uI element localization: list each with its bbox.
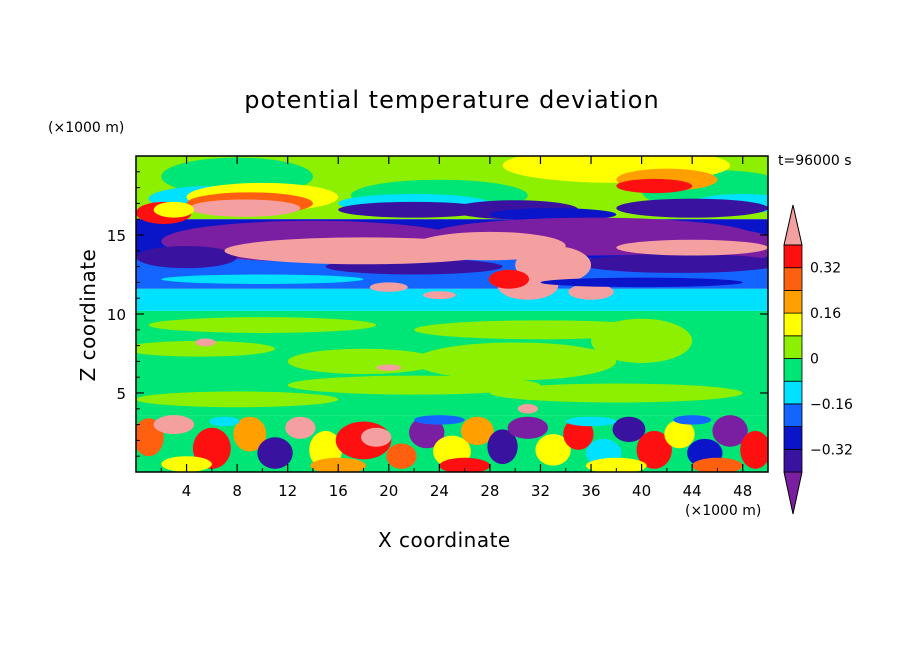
field-blob: [616, 198, 768, 218]
boundary-eddy: [565, 416, 617, 427]
field-blob: [287, 348, 440, 375]
boundary-eddy: [585, 457, 647, 472]
boundary-eddy: [257, 437, 293, 469]
field-blob: [136, 246, 238, 269]
colorbar-min-extension: [783, 471, 803, 515]
boundary-eddy: [563, 418, 594, 450]
boundary-eddy: [535, 434, 571, 466]
boundary-eddy: [507, 416, 549, 439]
boundary-eddy: [233, 416, 267, 452]
boundary-eddy: [386, 443, 417, 469]
boundary-eddy: [740, 430, 768, 469]
colorbar-tick-label: 0.32: [810, 261, 841, 277]
colorbar-tick-label: 0.16: [810, 306, 841, 322]
boundary-eddy: [487, 429, 518, 465]
x-tick-label: 12: [278, 482, 297, 500]
boundary-eddy: [409, 416, 445, 449]
y-tick-label: 5: [116, 385, 126, 403]
x-tick-label: 44: [683, 482, 702, 500]
field-blob: [136, 391, 339, 408]
boundary-eddy: [664, 419, 695, 449]
field-blob: [591, 318, 693, 363]
x-tick-label: 48: [733, 482, 752, 500]
colorbar-max-extension: [783, 204, 803, 246]
field-blob: [489, 383, 743, 403]
field-blob: [489, 208, 617, 221]
field-blob: [148, 317, 377, 333]
colorbar-box: [783, 426, 803, 450]
boundary-eddy: [460, 416, 494, 446]
heatmap-field: [136, 156, 768, 472]
field-blob: [195, 338, 216, 347]
x-tick-label: 4: [182, 482, 192, 500]
field-blob: [540, 277, 743, 288]
field-blob: [578, 253, 768, 273]
boundary-eddy: [612, 416, 646, 442]
field-blob: [616, 239, 768, 256]
colorbar-box: [783, 289, 803, 314]
boundary-eddy: [673, 415, 712, 425]
x-tick-label: 16: [329, 482, 348, 500]
y-axis: 5 10 15: [107, 171, 768, 457]
field-blob: [338, 201, 490, 218]
field-blob: [616, 178, 693, 194]
colorbar-box: [783, 403, 803, 427]
boundary-eddy: [692, 457, 743, 472]
x-tick-label: 40: [632, 482, 651, 500]
field-blob: [517, 404, 538, 414]
field-blob: [488, 269, 530, 289]
colorbar-box: [783, 358, 803, 382]
y-unit-label: (×1000 m): [48, 120, 125, 136]
field-blob: [189, 199, 301, 217]
colorbar-box: [783, 335, 803, 359]
boundary-eddy: [153, 415, 195, 435]
boundary-eddy: [285, 416, 316, 439]
colorbar-box: [783, 448, 803, 473]
colorbar: 0.32 0.16 0 −0.16 −0.32: [783, 204, 853, 515]
boundary-eddy: [360, 427, 392, 447]
boundary-eddy: [209, 416, 240, 427]
x-axis-title: X coordinate: [378, 528, 511, 552]
field-blob: [568, 283, 614, 300]
boundary-eddy: [439, 457, 490, 472]
field-blob: [369, 282, 408, 292]
x-tick-label: 20: [379, 482, 398, 500]
x-tick-label: 24: [430, 482, 449, 500]
field-blob: [153, 201, 195, 218]
colorbar-tick-label: 0: [810, 352, 819, 368]
y-tick-label: 10: [107, 306, 126, 324]
cool-band: [136, 288, 768, 311]
colorbar-box: [783, 380, 803, 405]
field-blob: [161, 274, 364, 284]
x-axis: 4 8 12 16 20 24 28 32 36 40 44 48: [160, 156, 752, 500]
field-blob: [422, 291, 456, 299]
x-tick-label: 36: [581, 482, 600, 500]
colorbar-box: [783, 312, 803, 337]
chart-title: potential temperature deviation: [244, 86, 660, 114]
x-tick-label: 8: [232, 482, 242, 500]
x-tick-label: 32: [531, 482, 550, 500]
field-blob: [414, 342, 617, 381]
colorbar-tick-label: −0.16: [810, 397, 853, 413]
field-blob: [376, 364, 402, 371]
field-blob: [136, 340, 276, 357]
colorbar-box: [783, 244, 803, 269]
boundary-eddy: [636, 430, 672, 469]
x-unit-label: (×1000 m): [685, 503, 762, 519]
boundary-eddy: [414, 415, 465, 425]
y-tick-label: 15: [107, 227, 126, 245]
field-blob: [287, 375, 541, 395]
x-tick-label: 28: [480, 482, 499, 500]
colorbar-box: [783, 267, 803, 291]
colorbar-tick-label: −0.32: [810, 442, 853, 458]
boundary-eddy: [712, 415, 748, 447]
time-label: t=96000 s: [778, 153, 852, 169]
